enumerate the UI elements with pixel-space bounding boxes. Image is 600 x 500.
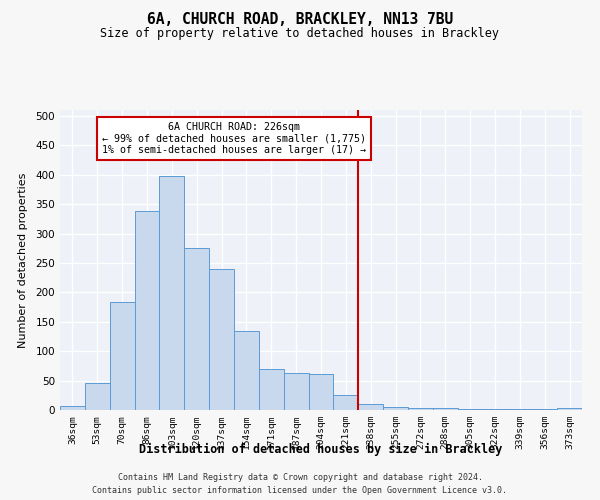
Y-axis label: Number of detached properties: Number of detached properties [19,172,28,348]
Bar [110,302,134,410]
Bar [259,369,284,410]
Bar [557,408,582,410]
Bar [308,374,334,410]
Bar [284,373,308,410]
Text: Size of property relative to detached houses in Brackley: Size of property relative to detached ho… [101,28,499,40]
Bar [134,211,160,410]
Text: Contains HM Land Registry data © Crown copyright and database right 2024.
Contai: Contains HM Land Registry data © Crown c… [92,473,508,495]
Bar [482,409,508,410]
Bar [433,408,458,410]
Text: 6A, CHURCH ROAD, BRACKLEY, NN13 7BU: 6A, CHURCH ROAD, BRACKLEY, NN13 7BU [147,12,453,28]
Bar [60,406,85,410]
Bar [383,407,408,410]
Bar [234,330,259,410]
Bar [334,396,358,410]
Bar [408,408,433,410]
Text: 6A CHURCH ROAD: 226sqm
← 99% of detached houses are smaller (1,775)
1% of semi-d: 6A CHURCH ROAD: 226sqm ← 99% of detached… [102,122,366,155]
Bar [458,409,482,410]
Text: Distribution of detached houses by size in Brackley: Distribution of detached houses by size … [139,442,503,456]
Bar [209,269,234,410]
Bar [184,248,209,410]
Bar [358,404,383,410]
Bar [85,383,110,410]
Bar [160,176,184,410]
